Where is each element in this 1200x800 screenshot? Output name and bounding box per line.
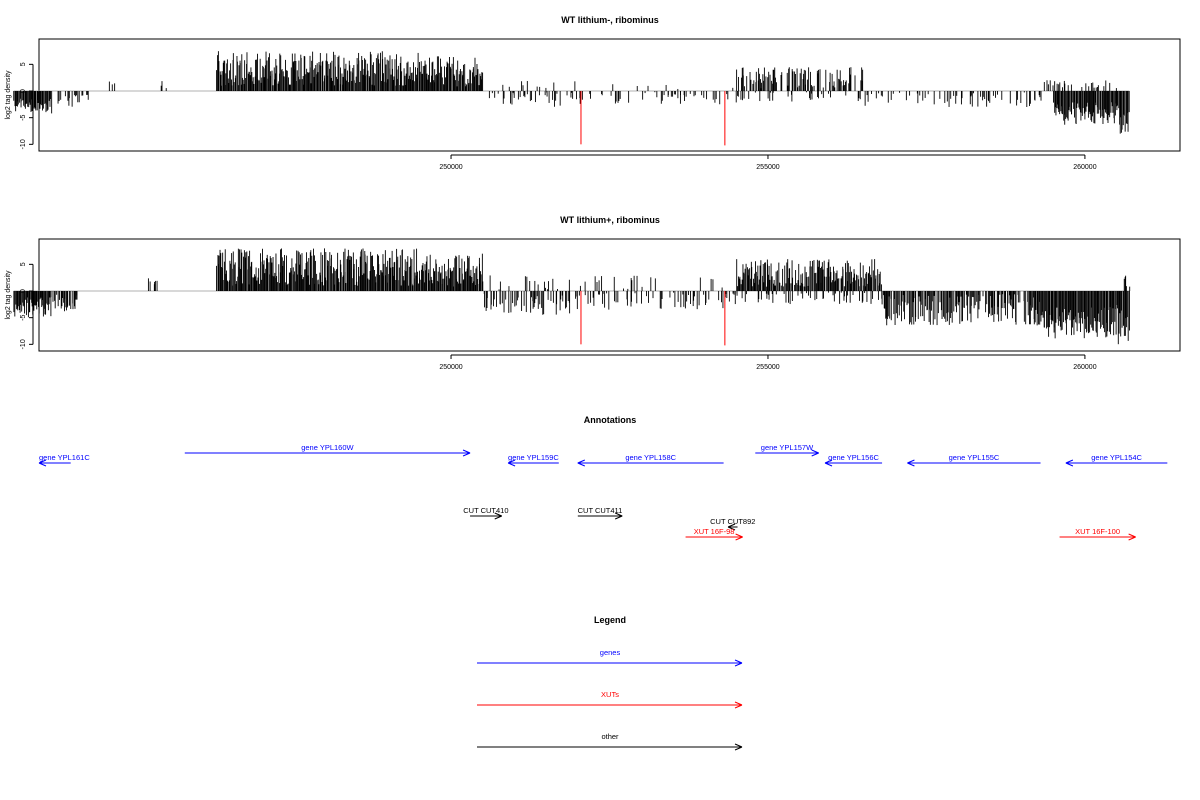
legend-item-xuts: XUTs	[477, 690, 743, 709]
annotation-arrow-head	[735, 536, 743, 541]
annotation-label: CUT CUT410	[463, 506, 508, 515]
legend-arrow-head	[734, 701, 743, 706]
annotation-arrow-head	[494, 512, 502, 517]
annotation-label: gene YPL155C	[949, 453, 1000, 462]
legend-arrow-head	[734, 743, 743, 748]
cut-annotation: CUT CUT410	[463, 506, 509, 520]
annotation-arrow-head	[1065, 462, 1074, 467]
y-tick-label: 0	[20, 89, 27, 93]
annotation-arrow-head	[577, 459, 586, 464]
annotation-arrow-head	[727, 523, 736, 528]
annotation-arrow-head	[614, 515, 623, 520]
y-tick-label: 0	[20, 289, 27, 293]
annotation-arrow-head	[614, 512, 623, 517]
y-tick-label: 5	[20, 262, 27, 266]
legend-items: genes XUTs other	[477, 648, 743, 751]
plot-frame	[38, 38, 1181, 152]
axes-layer: -10 -5 0 5 250000 255000 260000	[20, 262, 1097, 371]
y-tick-label: 5	[20, 62, 27, 66]
track-title: WT lithium-, ribominus	[561, 15, 659, 25]
y-tick-label: -10	[20, 139, 27, 149]
annotation-label: gene YPL159C	[508, 453, 559, 462]
gene-annotation: gene YPL158C	[577, 453, 724, 467]
x-tick-label: 250000	[439, 364, 462, 371]
annotation-arrow-head	[38, 462, 47, 467]
annotation-arrow-head	[727, 526, 736, 531]
axes-layer: -10 -5 0 5 250000 255000 260000	[20, 62, 1097, 171]
cut-annotation: CUT CUT411	[578, 506, 623, 520]
legend-panel: Legend genes XUTs other	[477, 615, 743, 751]
annotation-arrow-head	[462, 449, 471, 454]
x-tick-label: 260000	[1073, 364, 1096, 371]
annotation-label: gene YPL158C	[625, 453, 676, 462]
x-tick-label: 250000	[439, 164, 462, 171]
legend-item-other: other	[477, 732, 743, 751]
annotation-arrow-head	[1065, 459, 1074, 464]
legend-title: Legend	[594, 615, 626, 625]
annotation-arrow-head	[907, 459, 915, 464]
annotation-arrow-head	[735, 533, 743, 538]
annotation-arrow-head	[907, 462, 915, 467]
annotation-arrow-head	[811, 449, 819, 454]
annotation-arrow-head	[1128, 536, 1136, 541]
legend-arrow-head	[734, 659, 743, 664]
annotation-arrow-head	[824, 459, 833, 464]
bars-layer	[13, 248, 1131, 346]
annotation-label: gene YPL160W	[301, 443, 354, 452]
gene-annotation: gene YPL159C	[507, 453, 559, 467]
annotation-arrow-head	[824, 462, 833, 467]
annotation-label: CUT CUT411	[578, 506, 623, 515]
annotation-label: XUT 16F-98	[694, 527, 735, 536]
gene-annotation: gene YPL161C	[38, 453, 90, 467]
annotation-arrow-head	[507, 462, 516, 467]
annotation-arrow-head	[811, 452, 819, 457]
x-tick-label: 255000	[756, 164, 779, 171]
annotation-arrow-head	[494, 515, 502, 520]
track-lithium-plus: WT lithium+, ribominus log2 tag density …	[5, 215, 1181, 371]
annotation-label: XUT 16F-100	[1075, 527, 1120, 536]
track-title: WT lithium+, ribominus	[560, 215, 660, 225]
legend-arrow-head	[734, 662, 743, 667]
y-tick-label: -5	[20, 314, 27, 320]
xut-annotation: XUT 16F-98	[685, 527, 743, 541]
annotation-arrow-head	[507, 459, 516, 464]
annotation-items: gene YPL161C gene YPL160W gene YPL159C gene…	[38, 443, 1168, 541]
legend-label: other	[601, 732, 619, 741]
y-tick-label: -5	[20, 114, 27, 120]
annotation-arrow-head	[1128, 533, 1136, 538]
legend-label: XUTs	[601, 690, 619, 699]
annotation-arrow-head	[577, 462, 586, 467]
legend-arrow-head	[734, 704, 743, 709]
annotation-label: gene YPL157W	[761, 443, 814, 452]
annotation-label: gene YPL154C	[1091, 453, 1142, 462]
x-tick-label: 260000	[1073, 164, 1096, 171]
cut-annotation: CUT CUT892	[710, 517, 755, 531]
gene-annotation: gene YPL154C	[1065, 453, 1168, 467]
y-axis-label: log2 tag density	[5, 70, 12, 120]
xut-annotation: XUT 16F-100	[1059, 527, 1136, 541]
annotation-label: gene YPL156C	[828, 453, 879, 462]
gene-annotation: gene YPL160W	[184, 443, 471, 457]
gene-annotation: gene YPL157W	[755, 443, 819, 457]
y-axis-label: log2 tag density	[5, 270, 12, 320]
legend-item-genes: genes	[477, 648, 743, 667]
annotation-label: gene YPL161C	[39, 453, 90, 462]
legend-arrow-head	[734, 746, 743, 751]
bars-layer	[13, 51, 1130, 146]
x-tick-label: 255000	[756, 364, 779, 371]
gene-annotation: gene YPL156C	[824, 453, 883, 467]
annotation-arrow-head	[38, 459, 47, 464]
annotation-label: CUT CUT892	[710, 517, 755, 526]
track-lithium-minus: WT lithium-, ribominus log2 tag density …	[5, 15, 1181, 171]
gene-annotation: gene YPL155C	[907, 453, 1041, 467]
annotation-arrow-head	[462, 452, 471, 457]
annotations-title: Annotations	[584, 415, 637, 425]
y-tick-label: -10	[20, 339, 27, 349]
legend-label: genes	[600, 648, 621, 657]
